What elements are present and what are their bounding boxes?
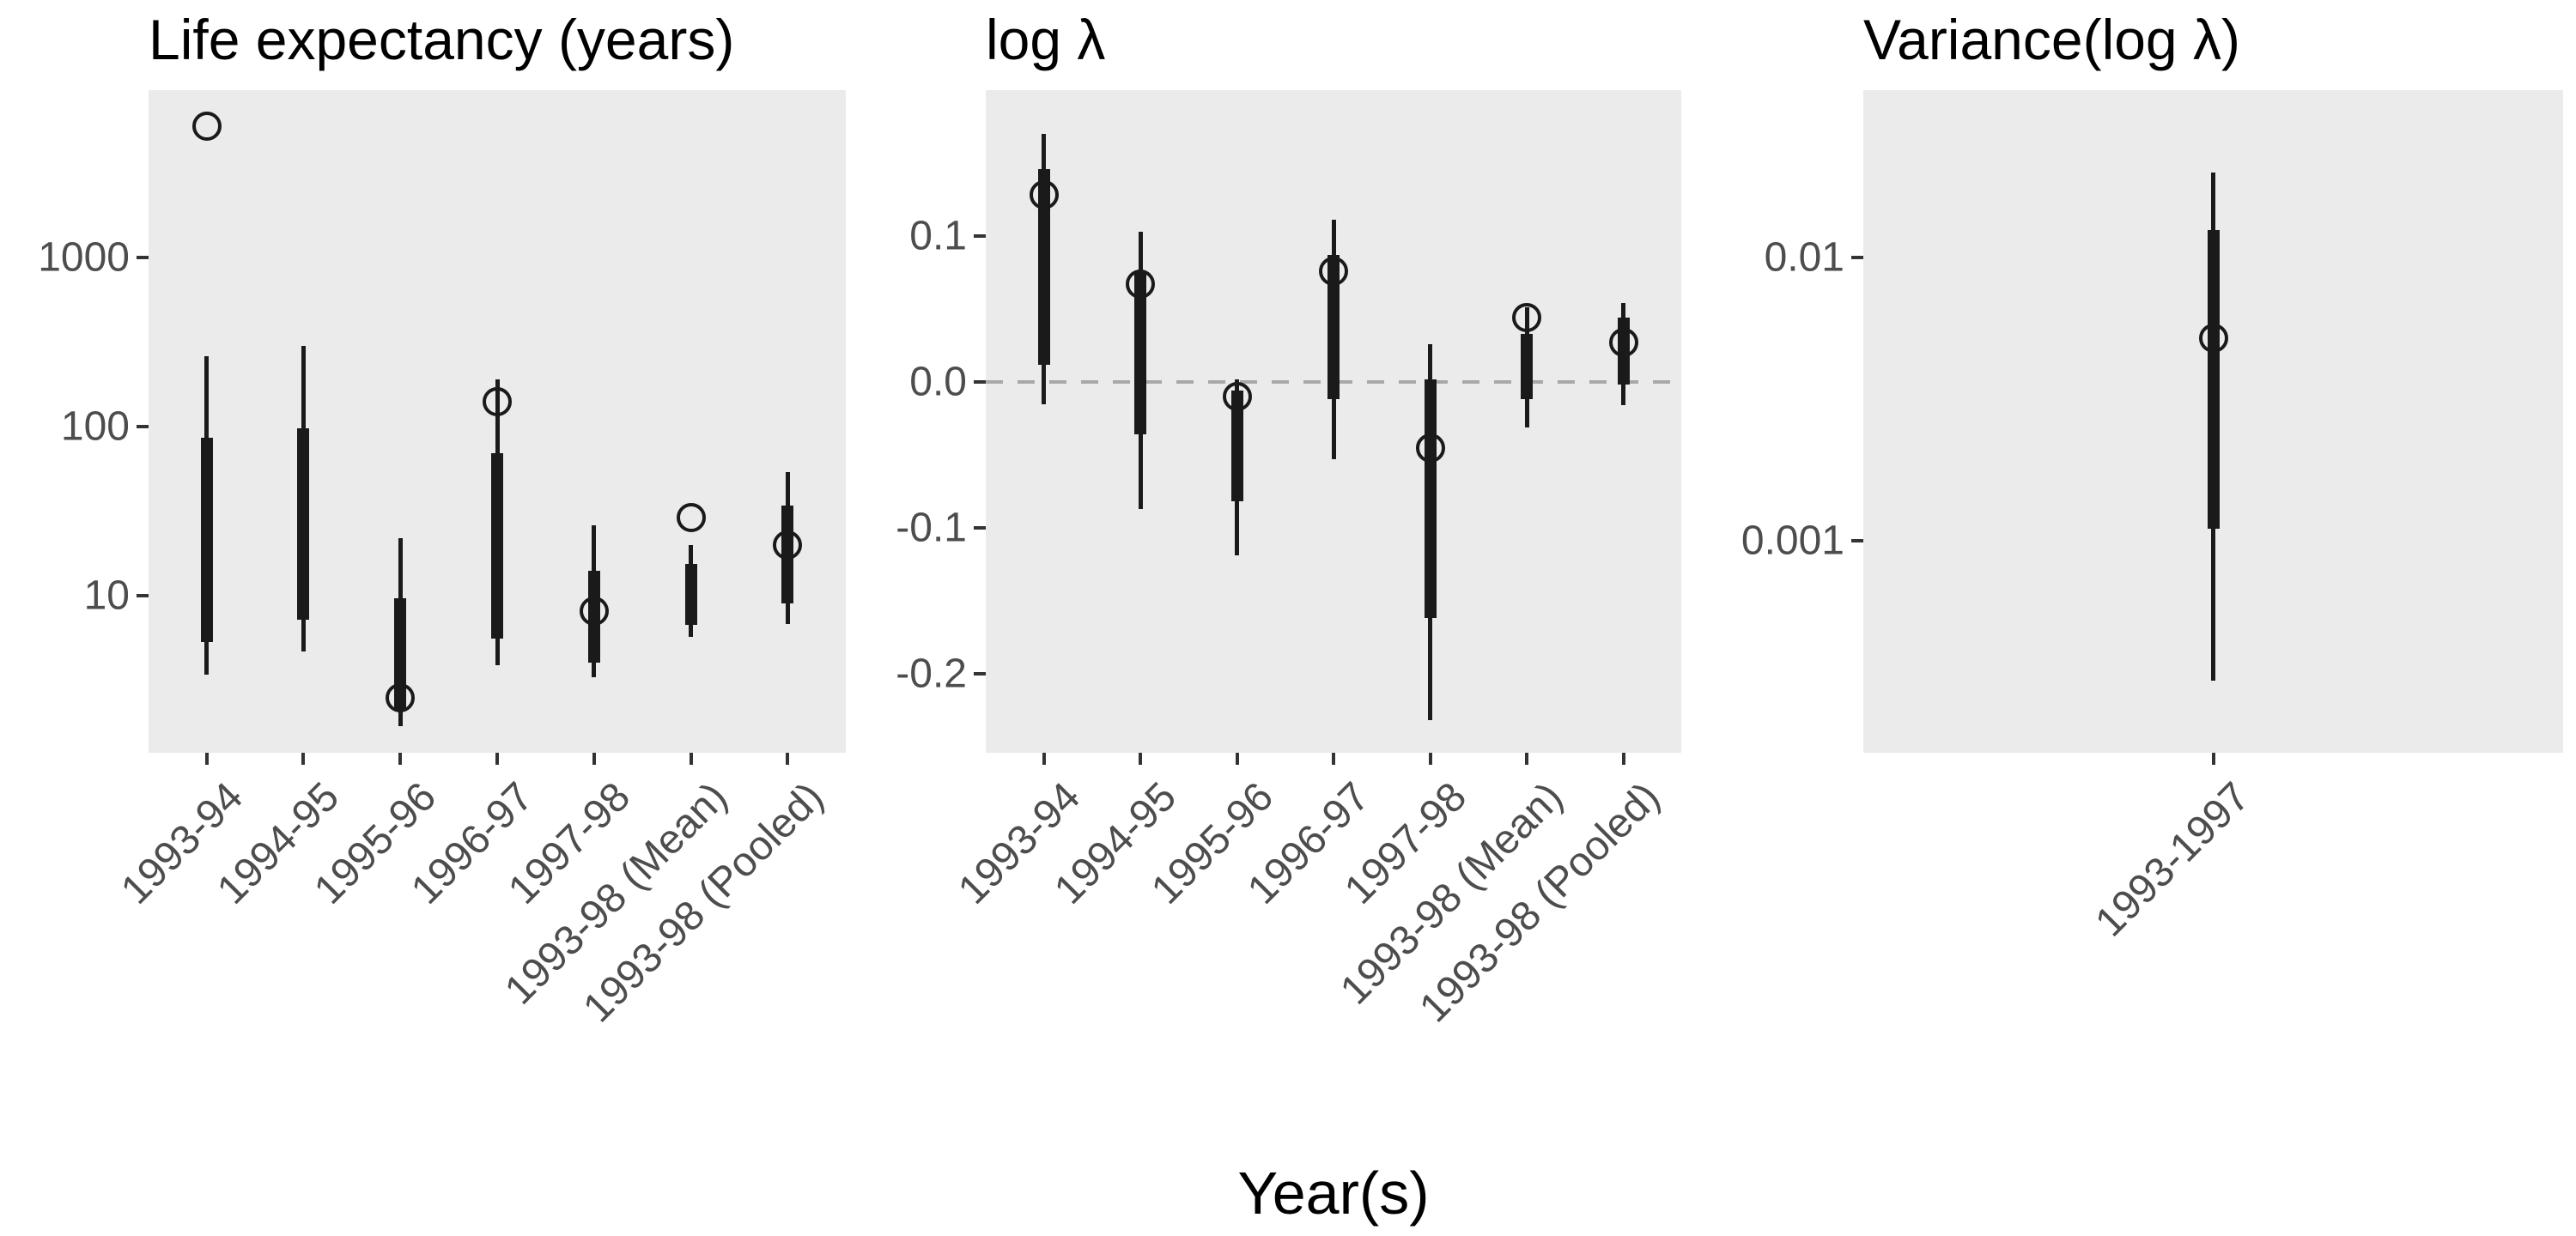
y-tick-mark <box>137 594 149 597</box>
y-tick-label: -0.1 <box>896 505 967 551</box>
y-tick-mark <box>1851 539 1863 542</box>
point-estimate-circle <box>676 502 706 532</box>
interval-thick <box>1327 255 1340 400</box>
point-estimate-circle <box>579 597 609 627</box>
x-tick-mark <box>398 753 403 765</box>
point-estimate-circle <box>2198 323 2228 353</box>
y-tick-label: 1000 <box>38 234 130 281</box>
point-estimate-circle <box>1319 256 1348 286</box>
interval-thick <box>684 563 697 626</box>
panel-title: Life expectancy (years) <box>149 8 735 71</box>
x-tick-mark <box>301 753 306 765</box>
interval-thick <box>1230 391 1243 502</box>
point-estimate-circle <box>773 530 803 560</box>
y-tick-label: 0.0 <box>909 359 967 405</box>
interval-thick <box>491 452 503 639</box>
interval-thick <box>200 437 213 643</box>
y-tick-label: 0.1 <box>909 213 967 259</box>
x-axis-title: Year(s) <box>1237 1160 1430 1227</box>
point-estimate-circle <box>1126 270 1155 300</box>
x-tick-mark <box>689 753 693 765</box>
panel-title: log λ <box>986 8 1106 71</box>
x-tick-mark <box>786 753 790 765</box>
y-tick-mark <box>974 672 986 676</box>
x-tick-mark <box>1332 753 1335 765</box>
x-tick-mark <box>1042 753 1046 765</box>
x-tick-mark <box>495 753 499 765</box>
y-tick-mark <box>137 425 149 428</box>
interval-thick <box>1037 168 1050 365</box>
interval-thick <box>1521 333 1533 400</box>
y-tick-mark <box>137 256 149 259</box>
y-tick-label: 0.001 <box>1741 518 1844 564</box>
x-tick-mark <box>204 753 209 765</box>
y-tick-label: 10 <box>83 573 130 619</box>
y-tick-mark <box>974 234 986 238</box>
y-tick-mark <box>974 526 986 530</box>
x-tick-mark <box>1139 753 1142 765</box>
x-tick-mark <box>1235 753 1239 765</box>
interval-thick <box>297 427 310 621</box>
x-tick-mark <box>1621 753 1625 765</box>
y-tick-mark <box>1851 256 1863 259</box>
x-tick-mark <box>592 753 596 765</box>
x-tick-mark <box>1525 753 1528 765</box>
y-tick-label: 100 <box>60 403 130 450</box>
point-estimate-circle <box>386 682 416 712</box>
point-estimate-circle <box>1029 180 1059 210</box>
interval-thick <box>394 598 407 711</box>
interval-thick <box>2207 230 2220 530</box>
point-estimate-circle <box>1415 433 1445 463</box>
point-estimate-circle <box>191 111 222 141</box>
point-estimate-circle <box>483 387 512 417</box>
point-estimate-circle <box>1222 382 1252 411</box>
y-tick-label: 0.01 <box>1764 234 1844 281</box>
x-tick-label: 1993-1997 <box>2086 773 2258 946</box>
panel-title: Variance(log λ) <box>1863 8 2240 71</box>
y-tick-label: -0.2 <box>896 651 967 697</box>
point-estimate-circle <box>1512 303 1541 333</box>
x-tick-mark <box>2211 753 2215 765</box>
y-tick-mark <box>974 380 986 384</box>
point-estimate-circle <box>1608 328 1638 358</box>
interval-thick <box>1134 272 1146 435</box>
interval-thick <box>1424 379 1437 619</box>
x-tick-mark <box>1428 753 1432 765</box>
